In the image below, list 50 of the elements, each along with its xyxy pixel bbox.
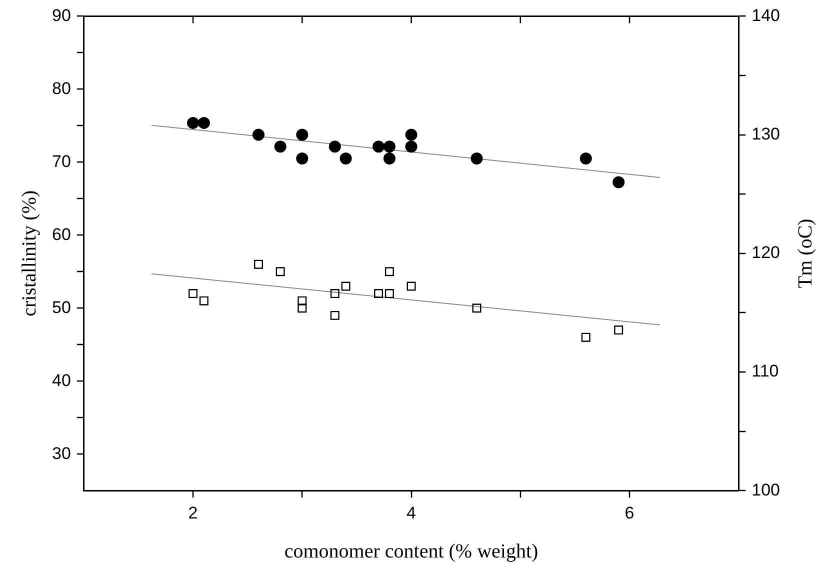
point <box>199 296 208 306</box>
y2-tick-label: 130 <box>752 124 780 144</box>
point <box>298 304 307 313</box>
point <box>383 140 396 153</box>
y2-tick-label: 140 <box>752 6 780 25</box>
point <box>187 116 200 129</box>
point <box>372 140 385 153</box>
point <box>581 332 590 342</box>
y-tick-label: 60 <box>52 224 71 244</box>
point <box>384 289 394 298</box>
y-axis-title: cristallinity (%) <box>18 190 40 316</box>
y-tick-label: 30 <box>52 444 71 463</box>
y2-tick-label: 120 <box>752 243 780 262</box>
y2-tick-label: 100 <box>752 480 780 500</box>
point <box>341 282 350 291</box>
y-tick-label: 50 <box>52 298 71 317</box>
point <box>330 289 340 298</box>
point <box>614 326 624 335</box>
point <box>296 128 308 141</box>
x-tick-label: 2 <box>188 503 198 522</box>
point <box>580 152 592 165</box>
y-tick-label: 70 <box>52 152 71 171</box>
y-tick-label: 40 <box>52 370 71 390</box>
y-tick-label: 80 <box>52 78 71 98</box>
point <box>252 128 265 141</box>
point <box>274 140 286 153</box>
point <box>472 304 482 313</box>
point <box>383 152 396 165</box>
y-tick-label: 90 <box>52 6 71 25</box>
point <box>405 140 418 153</box>
point <box>340 152 352 165</box>
point <box>330 310 340 320</box>
point <box>296 152 308 165</box>
x-axis-title: comonomer content (% weight) <box>284 540 538 562</box>
point <box>470 152 483 165</box>
point <box>276 267 285 276</box>
point <box>374 289 384 298</box>
point <box>188 289 198 298</box>
point <box>406 282 416 291</box>
point <box>298 296 307 306</box>
point <box>254 260 263 269</box>
point <box>384 267 394 276</box>
point <box>198 116 210 129</box>
y2-tick-label: 110 <box>752 362 779 381</box>
x-tick-label: 4 <box>406 503 416 522</box>
x-tick-label: 6 <box>624 503 634 522</box>
point <box>612 176 625 188</box>
y2-axis-title: Tm (oC) <box>794 218 816 288</box>
point <box>405 128 418 141</box>
point <box>328 140 341 153</box>
